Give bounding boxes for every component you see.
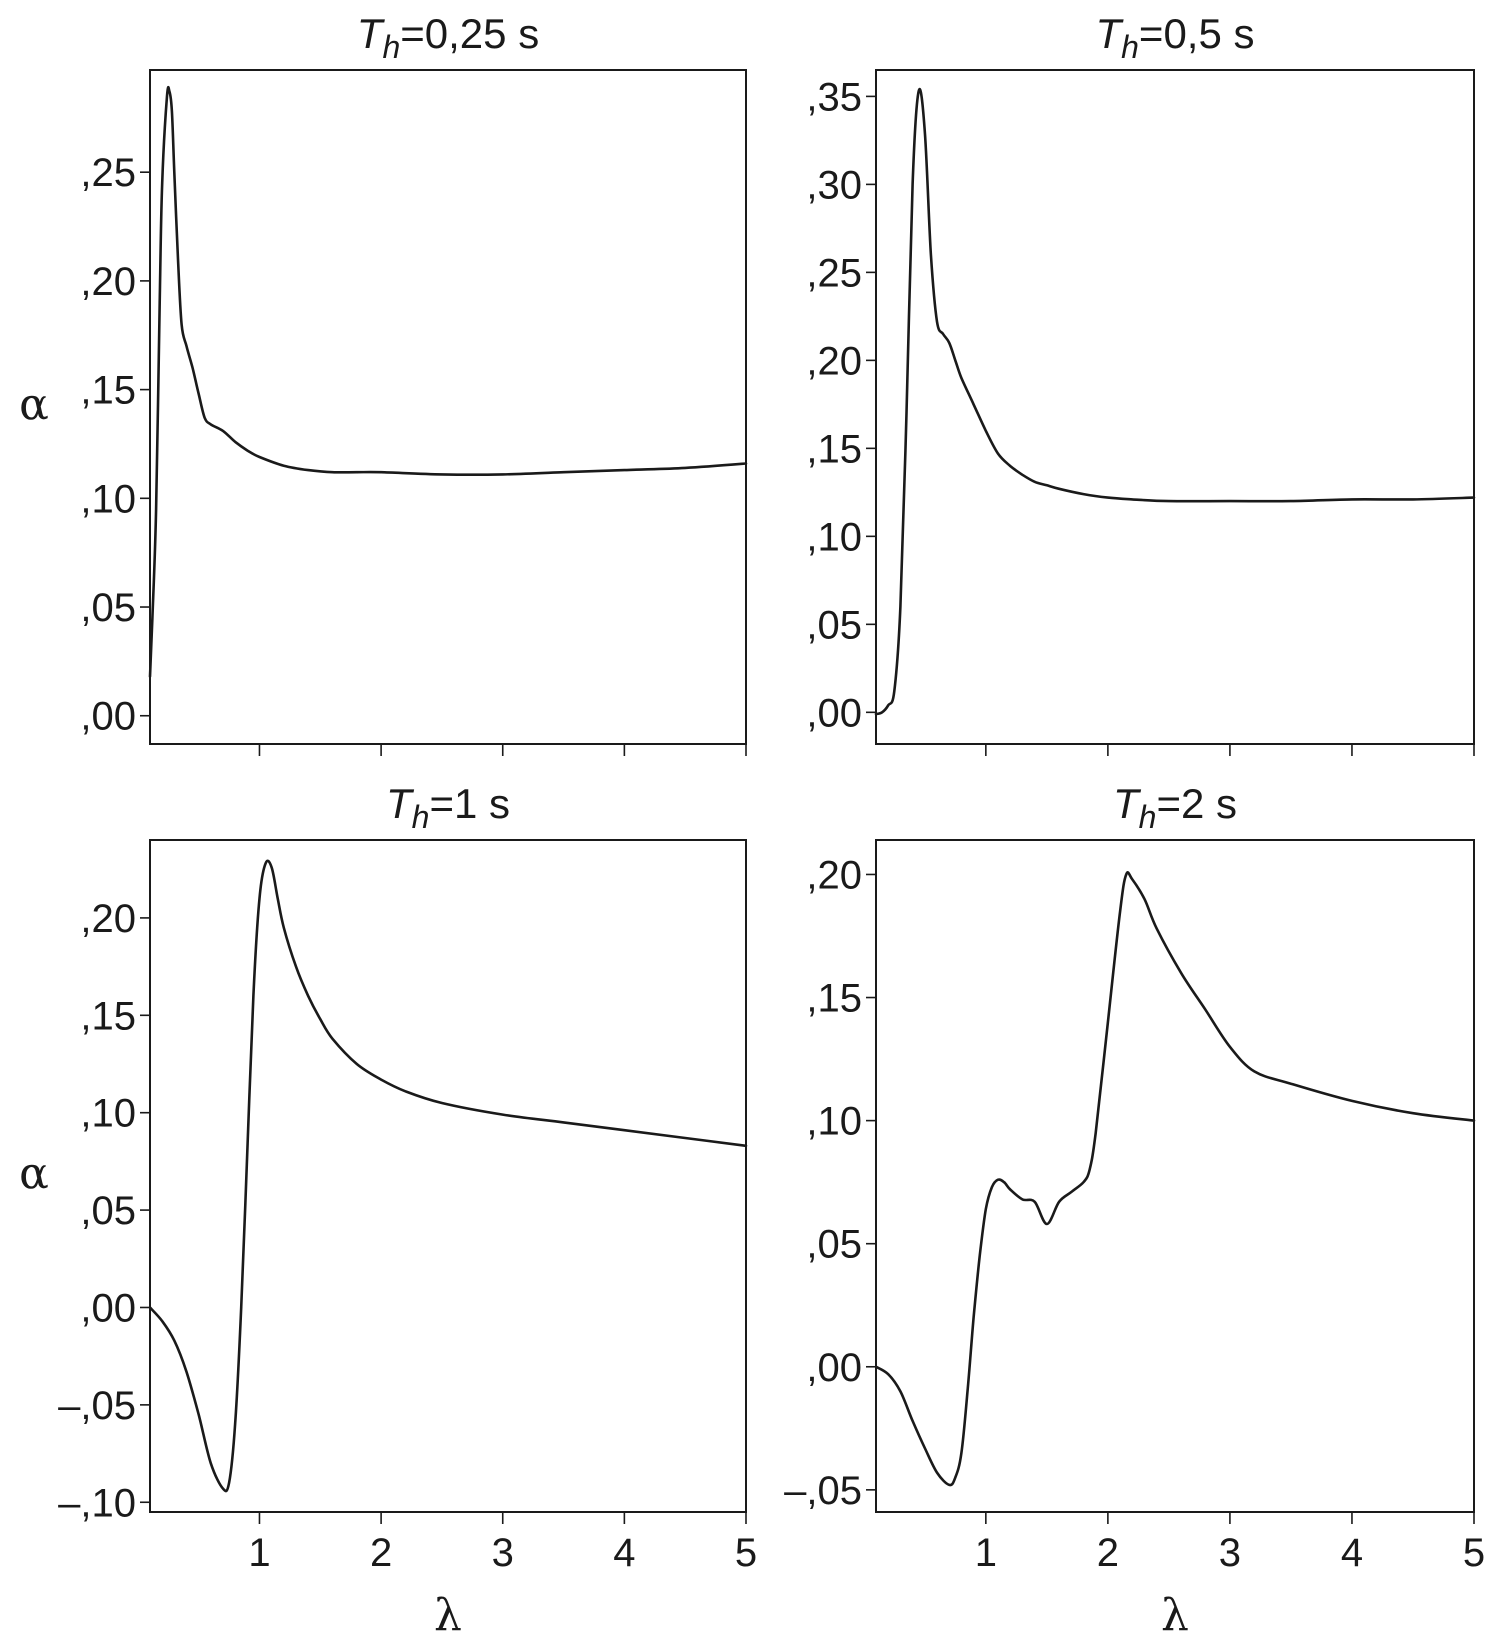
y-tick-label: ,00 [806, 691, 862, 735]
title-value: =1 s [429, 780, 510, 827]
x-axis-label: λ [434, 1590, 462, 1641]
x-tick-label: 1 [248, 1531, 270, 1575]
y-tick-label: ,05 [806, 603, 862, 647]
panel-th-1: Th=1 s –,10 –,05 ,00 ,05 ,10 ,15 ,20 1 2 3 4 5 α λ [19, 780, 757, 1641]
y-axis-label: α [19, 379, 49, 430]
x-tick-label: 5 [735, 1531, 757, 1575]
y-tick-label: ,35 [806, 75, 862, 119]
y-axis-label: α [19, 1148, 49, 1199]
y-tick-label: ,20 [806, 339, 862, 383]
y-tick-label: ,20 [80, 897, 136, 941]
panel-th-0-25: Th=0,25 s ,00 ,05 ,10 ,15 ,20 ,25 α [19, 10, 748, 756]
title-subscript: h [1121, 29, 1139, 65]
plot-frame [149, 839, 747, 1513]
y-tick-label: ,10 [80, 477, 136, 521]
x-tick-label: 3 [492, 1531, 514, 1575]
x-axis-label: λ [1161, 1590, 1189, 1641]
x-tick-label: 2 [370, 1531, 392, 1575]
y-tick-label: ,10 [806, 1100, 862, 1144]
panel-title: Th=0,25 s [357, 10, 539, 65]
y-tick-label: ,00 [80, 1286, 136, 1330]
series-line [874, 87, 1476, 716]
series-line [148, 859, 748, 1493]
x-tick-label: 5 [1463, 1531, 1485, 1575]
y-tick-label: ,05 [80, 586, 136, 630]
y-tick-label: ,05 [806, 1223, 862, 1267]
plot-frame [875, 69, 1475, 745]
title-subscript: h [1139, 799, 1157, 835]
y-tick-label: ,15 [806, 427, 862, 471]
y-tick-label: ,30 [806, 163, 862, 207]
y-tick-label: –,05 [58, 1384, 136, 1428]
y-tick-label: ,15 [806, 977, 862, 1021]
y-tick-label: ,25 [80, 151, 136, 195]
y-tick-label: ,00 [80, 695, 136, 739]
panel-title: Th=1 s [386, 780, 510, 835]
x-tick-label: 2 [1097, 1531, 1119, 1575]
x-tick-label: 4 [1341, 1531, 1363, 1575]
y-tick-label: ,20 [806, 853, 862, 897]
title-symbol: T [357, 10, 386, 57]
panel-title: Th=2 s [1113, 780, 1237, 835]
title-value: =2 s [1156, 780, 1237, 827]
y-tick-label: ,25 [806, 251, 862, 295]
panel-th-2: Th=2 s –,05 ,00 ,05 ,10 ,15 ,20 1 2 3 4 5 λ [784, 780, 1485, 1641]
y-tick-label: ,20 [80, 260, 136, 304]
x-tick-label: 1 [975, 1531, 997, 1575]
series-line [148, 85, 748, 678]
plot-frame [875, 839, 1475, 1513]
x-tick-label: 4 [613, 1531, 635, 1575]
panel-th-0-5: Th=0,5 s ,00 ,05 ,10 ,15 ,20 ,25 ,30 ,35 [806, 10, 1476, 756]
y-tick-label: ,00 [806, 1346, 862, 1390]
title-symbol: T [1113, 780, 1142, 827]
title-subscript: h [412, 799, 430, 835]
y-tick-label: ,15 [80, 369, 136, 413]
panel-title: Th=0,5 s [1095, 10, 1254, 65]
title-subscript: h [382, 29, 400, 65]
title-symbol: T [1095, 10, 1124, 57]
y-tick-label: ,10 [806, 515, 862, 559]
plot-frame [149, 69, 747, 745]
y-tick-label: –,05 [784, 1469, 862, 1513]
y-tick-label: ,15 [80, 994, 136, 1038]
title-symbol: T [386, 780, 415, 827]
title-value: =0,25 s [400, 10, 539, 57]
y-tick-label: ,10 [80, 1092, 136, 1136]
series-line [874, 871, 1476, 1487]
x-tick-label: 3 [1219, 1531, 1241, 1575]
y-tick-label: ,05 [80, 1189, 136, 1233]
y-tick-label: –,10 [58, 1481, 136, 1525]
title-value: =0,5 s [1139, 10, 1255, 57]
